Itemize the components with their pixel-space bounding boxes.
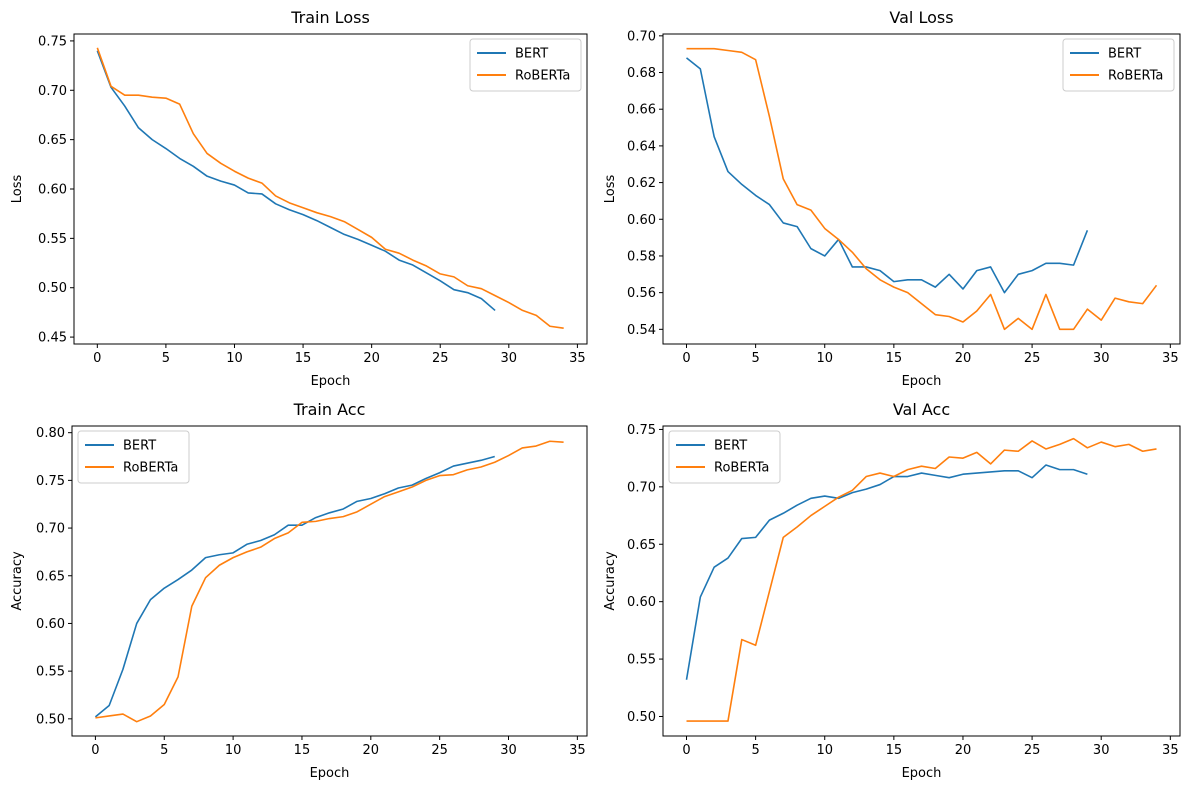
x-tick-label: 35 [1162,351,1179,366]
x-tick-label: 5 [751,351,759,366]
series-line-roberta [686,437,1157,722]
x-tick-label: 0 [682,351,690,366]
y-tick-label: 0.55 [38,232,67,247]
legend-label: RoBERTa [1108,69,1163,84]
y-tick-label: 0.50 [38,281,67,296]
y-tick-label: 0.65 [38,133,67,148]
x-axis-label: Epoch [311,374,351,389]
legend-label: BERT [714,439,747,454]
x-tick-label: 20 [363,743,380,758]
y-tick-label: 0.75 [38,34,67,49]
x-tick-label: 25 [1024,351,1041,366]
y-tick-label: 0.60 [36,617,65,632]
y-tick-label: 0.80 [36,426,65,441]
x-tick-label: 5 [162,351,170,366]
x-tick-label: 20 [955,351,972,366]
x-tick-label: 30 [501,351,518,366]
y-axis-label: Loss [10,175,25,204]
subplot-val-acc: Val Acc 0 5 10 15 20 25 30 35 0.50 0.55 0.60 0.65 0.… [603,400,1181,781]
y-tick-label: 0.60 [627,595,656,610]
x-tick-label: 35 [1162,743,1179,758]
y-tick-label: 0.45 [38,331,67,346]
x-tick-label: 0 [682,743,690,758]
y-axis-label: Accuracy [603,551,618,611]
x-tick-label: 5 [751,743,759,758]
y-tick-label: 0.68 [627,66,656,81]
y-tick-label: 0.60 [627,213,656,228]
y-axis-label: Accuracy [10,551,25,611]
axes-frame [662,33,1181,345]
x-tick-label: 10 [816,351,833,366]
axes-frame [662,425,1181,737]
y-tick-label: 0.70 [36,522,65,537]
x-tick-label: 15 [295,351,312,366]
x-tick-label: 20 [363,351,380,366]
y-tick-label: 0.66 [627,103,656,118]
x-tick-label: 35 [569,743,586,758]
x-axis-label: Epoch [902,766,942,781]
y-axis-label: Loss [603,175,618,204]
y-tick-label: 0.70 [38,84,67,99]
y-tick-label: 0.50 [627,710,656,725]
y-tick-label: 0.62 [627,176,656,191]
x-tick-label: 10 [225,743,242,758]
y-tick-label: 0.70 [627,480,656,495]
series-line-roberta [686,47,1158,331]
series-line-bert [96,50,496,312]
x-tick-label: 25 [1024,743,1041,758]
x-tick-label: 10 [816,743,833,758]
y-tick-label: 0.70 [627,29,656,44]
x-tick-label: 25 [432,351,449,366]
x-tick-label: 5 [160,743,168,758]
legend-label: RoBERTa [515,69,570,84]
y-tick-label: 0.50 [36,712,65,727]
series-line-roberta [96,47,564,329]
y-tick-label: 0.65 [627,538,656,553]
y-tick-label: 0.75 [36,474,65,489]
x-tick-label: 15 [886,743,903,758]
series-line-bert [686,57,1089,294]
legend-label: RoBERTa [714,461,769,476]
legend-label: BERT [1108,47,1141,62]
y-tick-label: 0.56 [627,286,656,301]
y-tick-label: 0.60 [38,183,67,198]
series-line-bert [94,455,495,718]
y-tick-label: 0.75 [627,423,656,438]
series-line-roberta [95,440,564,723]
x-tick-label: 0 [91,743,99,758]
legend-label: BERT [123,439,156,454]
x-tick-label: 15 [886,351,903,366]
x-tick-label: 35 [569,351,586,366]
x-tick-label: 15 [294,743,311,758]
y-tick-label: 0.65 [36,569,65,584]
x-tick-label: 30 [1093,743,1110,758]
y-tick-label: 0.55 [36,665,65,680]
axes-frame [71,425,588,737]
subplot-train-acc: Train Acc 0 5 10 15 20 25 30 35 0.50 0.55 0.60 0.65… [10,400,588,781]
chart-title: Train Loss [290,8,370,27]
y-tick-label: 0.64 [627,139,656,154]
legend-label: RoBERTa [123,461,178,476]
subplot-train-loss: Train Loss 0 5 10 15 20 25 30 35 0.45 0.50 0.55 0.6… [10,8,588,389]
series-line-bert [685,464,1088,680]
legend-label: BERT [515,47,548,62]
x-axis-label: Epoch [310,766,350,781]
y-tick-label: 0.55 [627,653,656,668]
x-tick-label: 10 [226,351,243,366]
x-tick-label: 25 [431,743,448,758]
chart-title: Val Loss [889,8,953,27]
x-tick-label: 30 [1093,351,1110,366]
x-tick-label: 0 [93,351,101,366]
x-tick-label: 30 [500,743,517,758]
chart-title: Train Acc [293,400,366,419]
x-tick-label: 20 [955,743,972,758]
y-tick-label: 0.58 [627,249,656,264]
y-tick-label: 0.54 [627,323,656,338]
subplot-val-loss: Val Loss 0 5 10 15 20 25 30 35 0.54 0.56 0.58 0.60 0… [603,8,1181,389]
chart-title: Val Acc [893,400,950,419]
x-axis-label: Epoch [902,374,942,389]
